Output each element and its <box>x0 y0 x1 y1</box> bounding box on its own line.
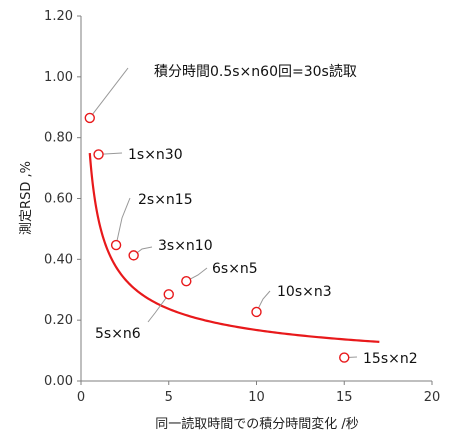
x-tick-label: 10 <box>248 390 265 405</box>
data-point <box>251 306 262 318</box>
y-tick-label: 0.20 <box>44 313 73 328</box>
leader-line <box>115 197 131 246</box>
y-axis-label: 測定RSD ,% <box>19 161 34 235</box>
x-tick-label: 20 <box>424 390 441 405</box>
y-tick-label: 0.60 <box>44 192 73 207</box>
data-point <box>128 250 139 261</box>
data-point <box>163 289 174 300</box>
y-tick-label: 0.00 <box>44 374 73 389</box>
x-tick-label: 5 <box>165 390 173 405</box>
trend-line <box>88 152 380 343</box>
point-label: 6s×n5 <box>212 261 258 277</box>
leader-line <box>89 67 129 119</box>
point-label: 2s×n15 <box>138 192 193 208</box>
x-axis-ticks: 0 5 10 15 20 <box>77 381 440 405</box>
y-axis-ticks: 0.00 0.20 0.40 0.60 0.80 1.00 1.20 <box>44 9 81 389</box>
leader-line <box>147 294 170 323</box>
data-point <box>84 112 95 124</box>
y-tick-label: 1.00 <box>44 70 73 85</box>
data-points <box>84 112 350 363</box>
leader-lines <box>89 67 358 359</box>
x-tick-label: 0 <box>77 390 85 405</box>
point-label: 1s×n30 <box>128 147 183 163</box>
y-tick-label: 0.80 <box>44 131 73 146</box>
data-point <box>110 239 122 251</box>
x-tick-label: 15 <box>336 390 353 405</box>
x-axis-label: 同一読取時間での積分時間変化 /秒 <box>155 416 359 432</box>
point-label: 積分時間0.5s×n60回=30s読取 <box>154 63 357 80</box>
data-point <box>93 149 104 160</box>
data-point <box>181 276 192 287</box>
point-label: 10s×n3 <box>277 284 332 300</box>
point-label: 15s×n2 <box>363 351 418 367</box>
data-point <box>339 352 350 363</box>
y-tick-label: 1.20 <box>44 9 73 24</box>
point-label: 5s×n6 <box>95 326 141 342</box>
point-label: 3s×n10 <box>158 238 213 254</box>
point-labels: 積分時間0.5s×n60回=30s読取 1s×n30 2s×n15 3s×n10 5s×… <box>95 63 418 367</box>
y-tick-label: 0.40 <box>44 252 73 267</box>
